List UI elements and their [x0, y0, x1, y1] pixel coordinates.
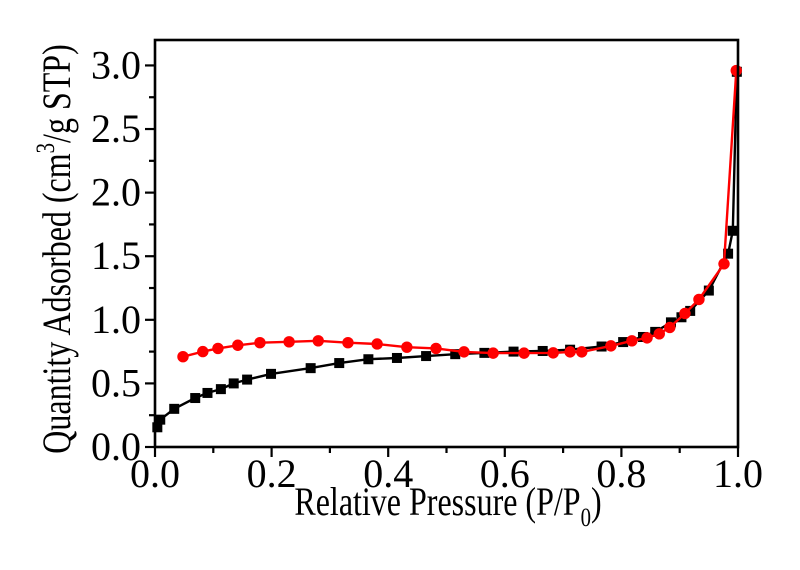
adsorption-branch-marker [727, 225, 738, 236]
plot-frame [153, 38, 740, 449]
desorption-branch-marker [664, 321, 676, 334]
desorption-branch-marker [312, 335, 324, 347]
adsorption-branch-marker [421, 351, 432, 362]
desorption-branch-marker [605, 340, 617, 352]
x-axis-title-subscript: 0 [580, 503, 591, 532]
desorption-branch-marker [718, 258, 730, 270]
x-axis-tick-label: 1.0 [713, 451, 763, 496]
adsorption-branch-marker [596, 341, 607, 352]
y-axis-tick-label: 0.0 [91, 424, 141, 469]
desorption-branch-marker [576, 346, 588, 358]
desorption-branch-marker [254, 337, 266, 349]
x-axis-tick-label: 0.8 [596, 451, 646, 496]
y-axis-tick-label: 2.0 [91, 170, 141, 215]
y-axis-title: Quantity Adsorbed (cm3/g STP) [31, 44, 79, 454]
y-axis-tick-label: 3.0 [91, 42, 141, 87]
desorption-branch-marker [730, 64, 742, 77]
desorption-branch-marker [679, 307, 691, 320]
desorption-branch-marker [458, 346, 470, 358]
adsorption-branch-line [156, 71, 738, 428]
desorption-branch-marker [547, 347, 559, 359]
x-axis-tick-label: 0.4 [363, 451, 413, 496]
adsorption-branch-marker [334, 358, 345, 369]
adsorption-branch-marker [363, 354, 374, 365]
desorption-branch-marker [177, 350, 189, 363]
desorption-branch-marker [487, 347, 499, 359]
desorption-branch-marker [371, 338, 383, 350]
y-axis-tick-label: 1.0 [91, 297, 141, 342]
desorption-branch-marker [232, 339, 244, 351]
desorption-branch-marker [641, 332, 653, 344]
adsorption-branch-marker [685, 305, 696, 316]
adsorption-branch-marker [202, 387, 213, 398]
desorption-branch-marker [401, 341, 413, 353]
adsorption-branch-marker [305, 363, 316, 374]
adsorption-branch-marker [242, 374, 253, 385]
desorption-branch-marker [518, 347, 530, 359]
desorption-branch-marker [342, 337, 354, 349]
adsorption-branch-marker [450, 349, 461, 360]
adsorption-branch-marker [190, 393, 201, 404]
y-axis-title-text: Quantity Adsorbed (cm [34, 153, 79, 454]
adsorption-branch-marker [169, 403, 180, 414]
desorption-branch-line [182, 70, 738, 358]
x-axis-title-text: Relative Pressure (P/P [294, 479, 581, 524]
desorption-branch-marker [564, 346, 576, 358]
desorption-branch-marker [626, 335, 638, 347]
y-axis-title-superscript: 3 [30, 142, 60, 154]
adsorption-branch-marker [723, 248, 734, 259]
adsorption-branch-marker [266, 368, 277, 379]
adsorption-branch-marker [391, 352, 402, 363]
adsorption-branch-marker [155, 414, 166, 425]
desorption-branch-marker [430, 342, 442, 355]
y-axis-tick-label: 0.5 [91, 360, 141, 405]
x-axis-title-close: ) [590, 479, 602, 524]
desorption-branch-marker [212, 342, 224, 355]
desorption-branch-marker [197, 345, 209, 358]
x-axis-title: Relative Pressure (P/P0) [294, 479, 602, 531]
x-axis-tick-label: 0.6 [480, 451, 530, 496]
adsorption-branch-marker [537, 345, 548, 356]
y-axis-title-close: /g STP) [34, 44, 79, 143]
desorption-branch-marker [283, 336, 295, 348]
adsorption-branch-marker [228, 378, 239, 389]
adsorption-branch-marker [508, 346, 519, 357]
y-axis-tick-label: 1.5 [91, 233, 141, 278]
x-axis-tick-label: 0.2 [247, 451, 297, 496]
desorption-branch-marker [653, 328, 665, 340]
desorption-branch-marker [693, 293, 705, 306]
x-axis-tick-label: 0.0 [130, 451, 180, 496]
adsorption-branch-marker [703, 285, 714, 296]
y-axis-tick-label: 2.5 [91, 106, 141, 151]
adsorption-branch-marker [152, 422, 163, 433]
adsorption-branch-marker [215, 384, 226, 395]
